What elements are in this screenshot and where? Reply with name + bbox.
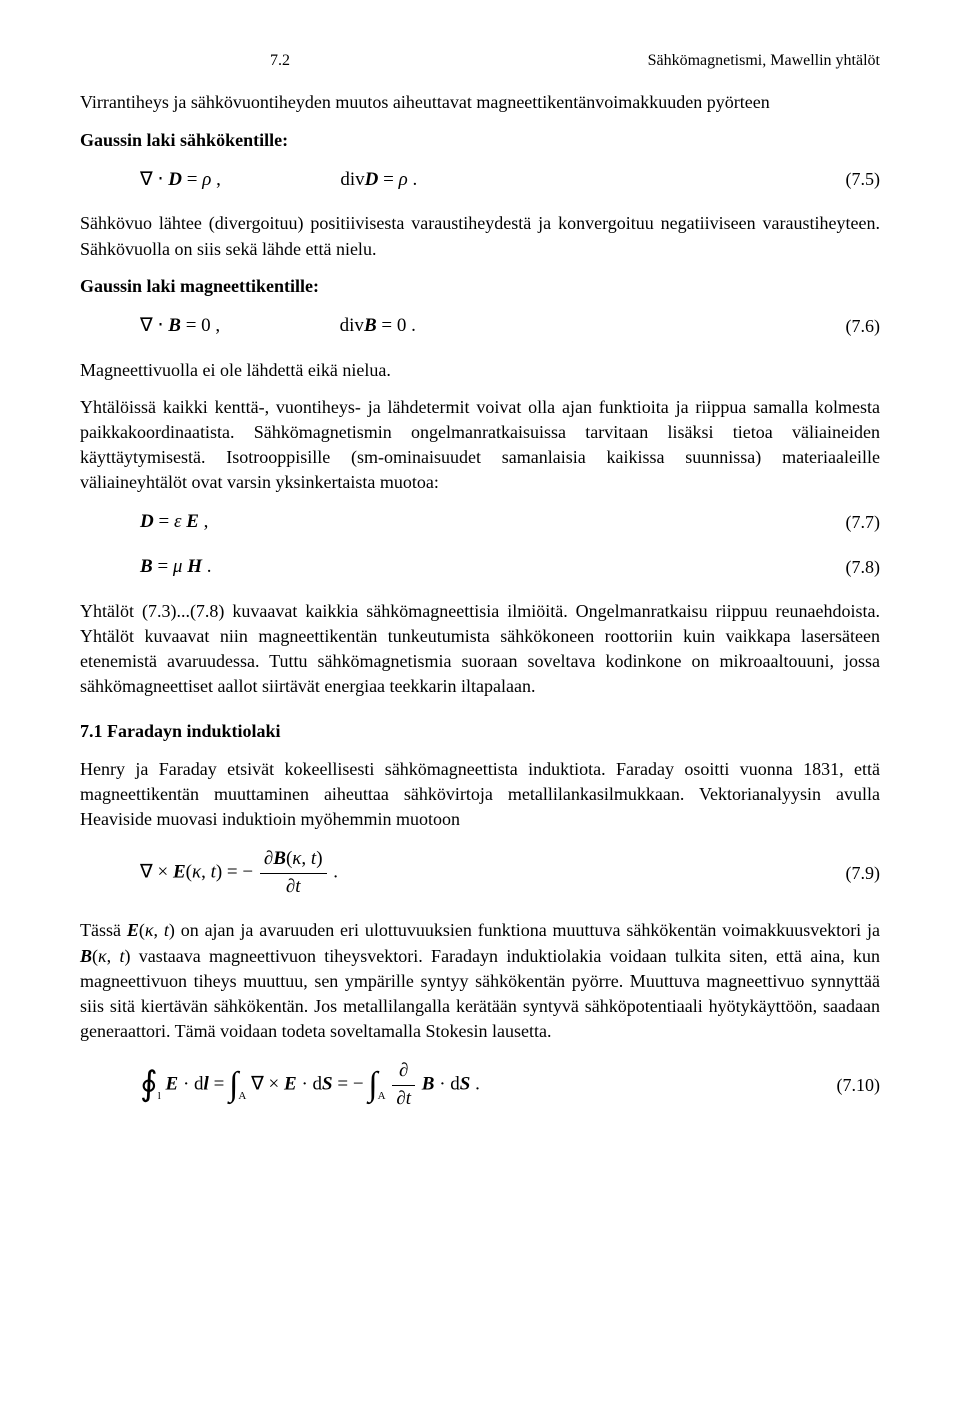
eq76-rhs: divB = 0 . [340,315,416,336]
section-head-7-1: 7.1 Faradayn induktiolaki [80,719,880,744]
p7-c: vastaava magneettivuon tiheysvektori. Fa… [80,946,880,1042]
eq77-number: (7.7) [820,510,880,535]
eq75-lhs: ∇ ⋅ D = ρ , [140,169,221,190]
eq76-content: ∇ ⋅ B = 0 , divB = 0 . [140,313,820,340]
eq75-number: (7.5) [820,167,880,192]
eq710-fraction: ∂ ∂t [392,1058,415,1112]
p7-a: Tässä [80,920,127,940]
eq78-content: B = μ H . [140,554,820,581]
int-icon-2: ∫ [368,1068,377,1102]
equation-7-10: ∮l E · dl = ∫A ∇ × E · dS = − ∫A ∂ ∂t B … [80,1058,880,1112]
p7-bk-sym: B [80,946,92,966]
paragraph-5: Yhtälöt (7.3)...(7.8) kuvaavat kaikkia s… [80,599,880,700]
paragraph-6: Henry ja Faraday etsivät kokeellisesti s… [80,757,880,833]
page-number: 7.2 [80,50,480,72]
eq75-content: ∇ ⋅ D = ρ , divD = ρ . [140,167,820,194]
int-icon-1: ∫ [229,1068,238,1102]
p7-ek-sym: E [127,920,139,940]
p7-b: on ajan ja avaruuden eri ulottuvuuksien … [175,920,880,940]
gauss-b-label-text: Gaussin laki magneettikentille: [80,276,319,296]
eq78-number: (7.8) [820,555,880,580]
eq710-number: (7.10) [820,1073,880,1098]
eq79-content: ∇ × E(κ, t) = − ∂B(κ, t) ∂t . [140,846,820,900]
equation-7-5: ∇ ⋅ D = ρ , divD = ρ . (7.5) [80,167,880,194]
gauss-e-label-text: Gaussin laki sähkökentille: [80,130,288,150]
paragraph-7: Tässä E(κ, t) on ajan ja avaruuden eri u… [80,918,880,1044]
eq77-content: D = ε E , [140,509,820,536]
equation-7-8: B = μ H . (7.8) [80,554,880,581]
gauss-b-label: Gaussin laki magneettikentille: [80,274,880,299]
eq76-number: (7.6) [820,314,880,339]
paragraph-4: Yhtälöissä kaikki kenttä-, vuontiheys- j… [80,395,880,496]
eq79-fraction: ∂B(κ, t) ∂t [260,846,327,900]
oint-icon: ∮ [140,1068,158,1102]
eq76-lhs: ∇ ⋅ B = 0 , [140,315,220,336]
equation-7-9: ∇ × E(κ, t) = − ∂B(κ, t) ∂t . (7.9) [80,846,880,900]
paragraph-intro: Virrantiheys ja sähkövuontiheyden muutos… [80,90,880,115]
page-header: 7.2 Sähkömagnetismi, Mawellin yhtälöt [80,50,880,72]
eq75-rhs: divD = ρ . [340,169,417,190]
eq79-number: (7.9) [820,861,880,886]
equation-7-6: ∇ ⋅ B = 0 , divB = 0 . (7.6) [80,313,880,340]
paragraph-3: Magneettivuolla ei ole lähdettä eikä nie… [80,358,880,383]
equation-7-7: D = ε E , (7.7) [80,509,880,536]
paragraph-2: Sähkövuo lähtee (divergoituu) positiivis… [80,211,880,261]
eq710-content: ∮l E · dl = ∫A ∇ × E · dS = − ∫A ∂ ∂t B … [140,1058,820,1112]
running-title: Sähkömagnetismi, Mawellin yhtälöt [480,50,880,72]
page: 7.2 Sähkömagnetismi, Mawellin yhtälöt Vi… [0,0,960,1404]
gauss-e-label: Gaussin laki sähkökentille: [80,128,880,153]
